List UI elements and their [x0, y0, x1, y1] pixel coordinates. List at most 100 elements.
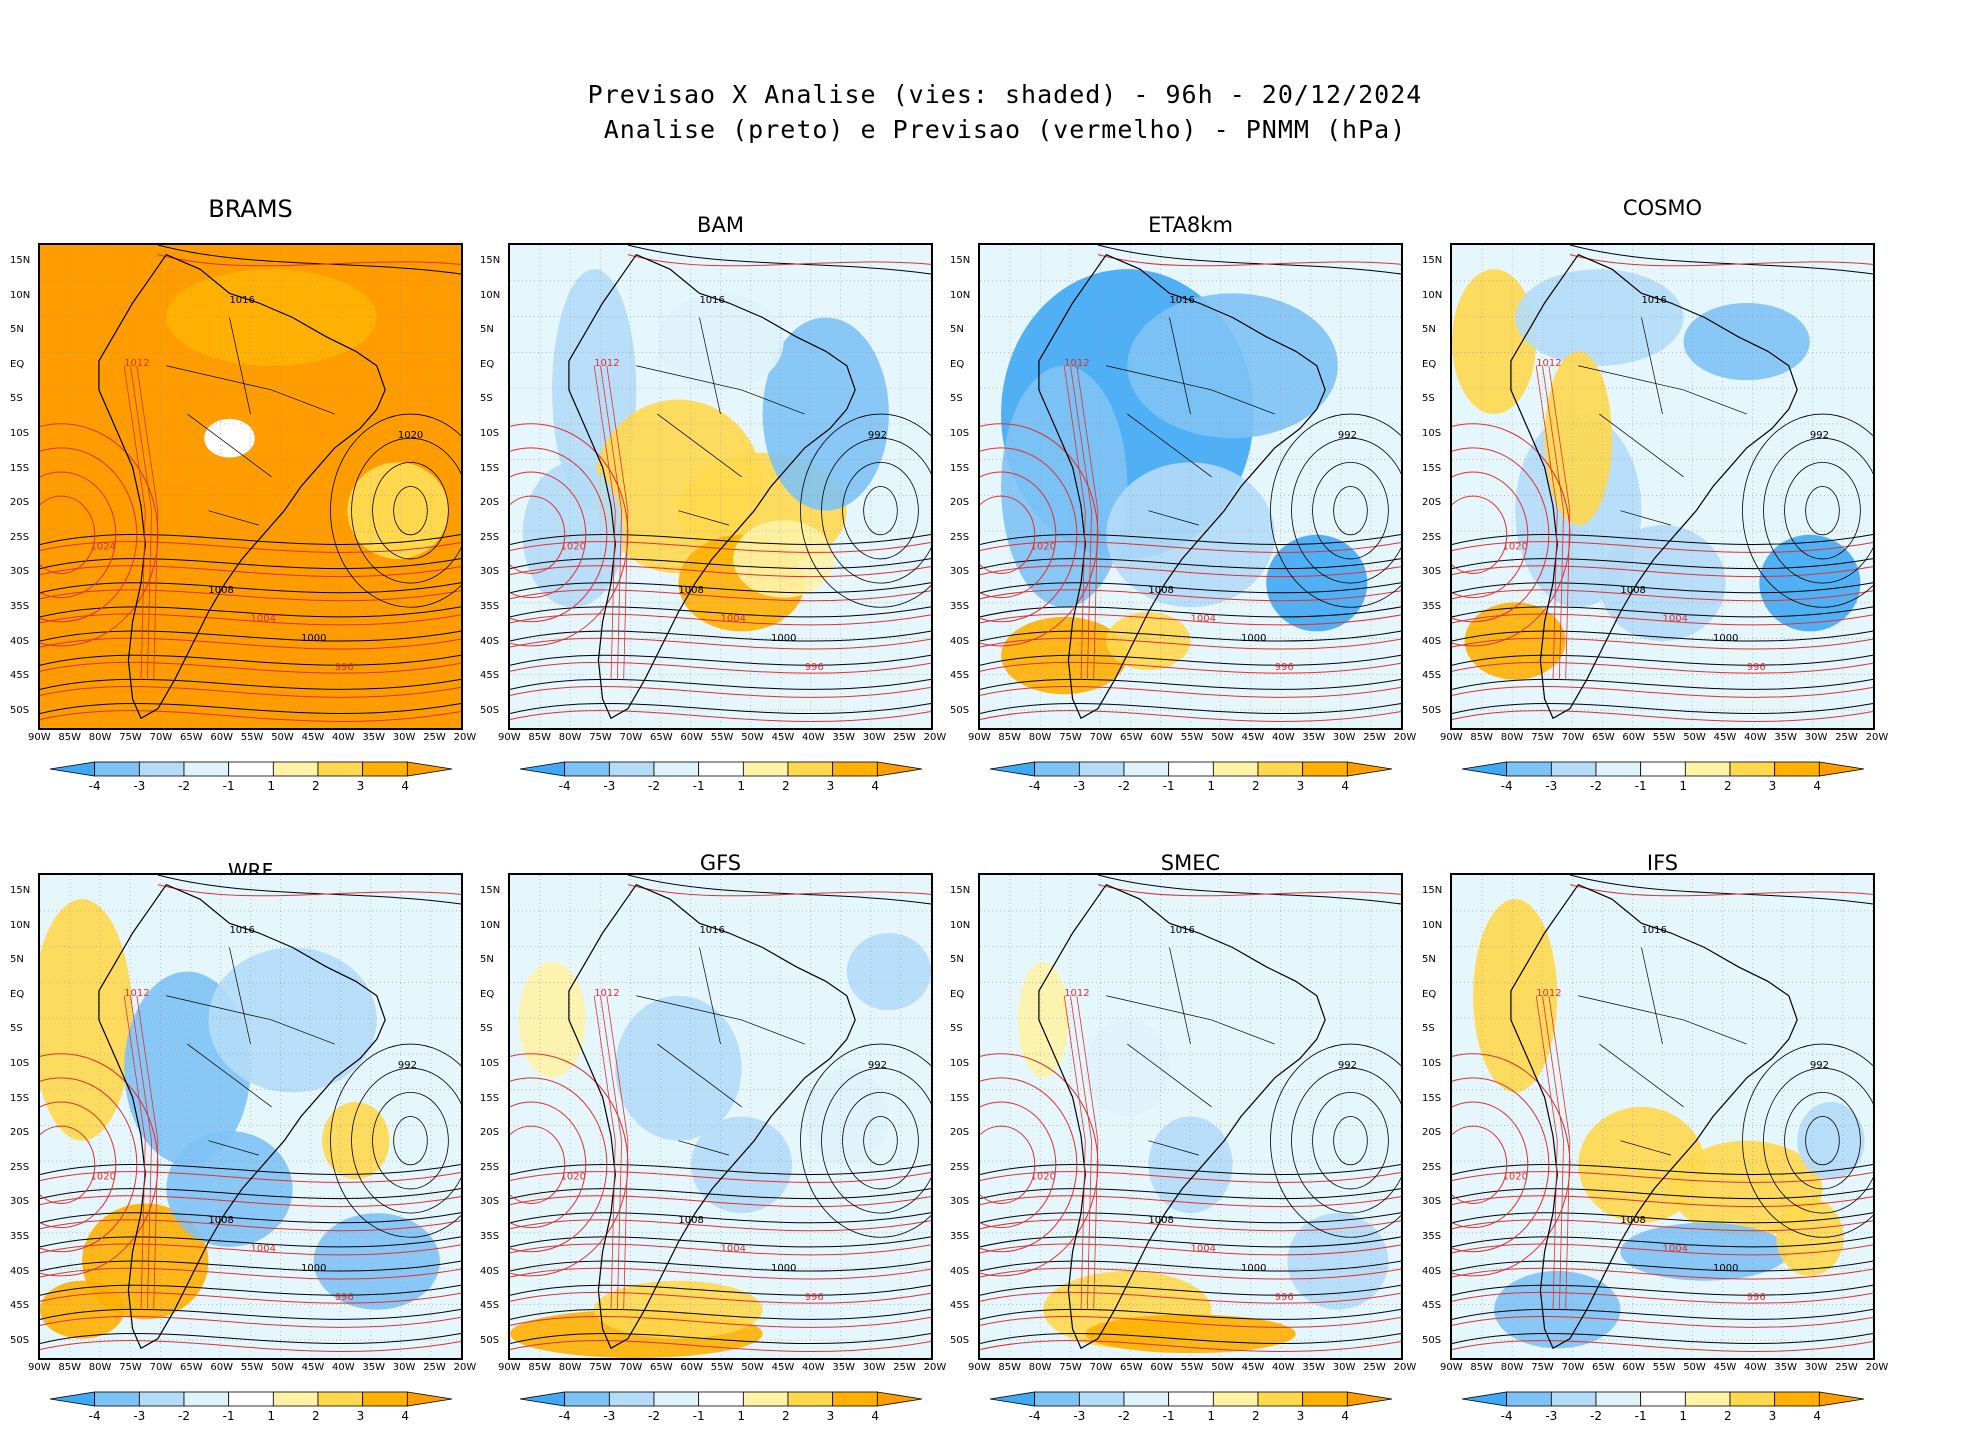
- lon-label: 45W: [301, 732, 325, 743]
- lon-label: 55W: [710, 1362, 734, 1373]
- lon-label: 45W: [301, 1362, 325, 1373]
- coastline: [568, 883, 856, 1350]
- lat-label: 50S: [1422, 1334, 1442, 1346]
- contour-label: 992: [1338, 1060, 1357, 1071]
- colorbar-label: 2: [312, 779, 320, 793]
- lon-label: 60W: [1622, 1362, 1646, 1373]
- colorbar-label: 3: [826, 1409, 835, 1423]
- lon-label: 80W: [1028, 732, 1052, 743]
- lon-label: 40W: [332, 732, 355, 743]
- lat-label: 40S: [480, 635, 500, 647]
- lat-label: 5N: [950, 324, 964, 336]
- contour-label: 1008: [1620, 1215, 1645, 1226]
- lat-label: 25S: [1422, 1161, 1442, 1173]
- lat-label: 30S: [10, 566, 30, 578]
- lon-label: 65W: [1120, 1362, 1143, 1373]
- lon-label: 50W: [1683, 1362, 1706, 1373]
- lat-label: EQ: [480, 358, 495, 370]
- colorbar-label: 4: [401, 1409, 409, 1423]
- lon-label: 85W: [528, 1362, 552, 1373]
- colorbar-ifs: [1462, 1391, 1865, 1407]
- lon-label: 65W: [650, 732, 673, 743]
- contour-label: 1020: [398, 430, 423, 441]
- contour-label: 1016: [1169, 295, 1194, 306]
- contour-label: 1004: [1191, 1244, 1216, 1255]
- colorbar-label: 3: [1768, 779, 1777, 793]
- lon-label: 80W: [88, 732, 112, 743]
- contour-label: 1000: [1241, 633, 1266, 644]
- lon-label: 90W: [28, 1362, 51, 1373]
- panel-title-cosmo: COSMO: [1622, 196, 1703, 220]
- lat-label: 15S: [480, 1092, 500, 1104]
- colorbar-label: 1: [1679, 779, 1687, 793]
- lat-label: 40S: [950, 1265, 970, 1277]
- lon-label: 30W: [392, 732, 416, 743]
- colorbar-label: -2: [1590, 779, 1602, 793]
- lat-label: 20S: [10, 497, 30, 509]
- colorbar-cosmo: [1462, 761, 1865, 777]
- colorbar-label: 1: [267, 1409, 275, 1423]
- lon-label: 50W: [1211, 732, 1234, 743]
- contour-label: 1000: [1713, 1263, 1738, 1274]
- colorbar-label: 2: [312, 1409, 320, 1423]
- contour-label: 1000: [1713, 633, 1738, 644]
- lon-label: 60W: [1150, 732, 1174, 743]
- colorbar-label: -1: [1634, 779, 1647, 793]
- contour-label: 1012: [124, 358, 149, 369]
- contour-label: 996: [805, 1292, 824, 1303]
- colorbar-label: -3: [133, 1409, 146, 1423]
- lon-label: 60W: [1150, 1362, 1174, 1373]
- lon-label: 20W: [1393, 732, 1417, 743]
- lon-label: 45W: [1713, 1362, 1737, 1373]
- lat-label: 5N: [1422, 954, 1436, 966]
- contour-label: 996: [1747, 1292, 1766, 1303]
- lat-label: 5S: [480, 1023, 493, 1035]
- contour-label: 1012: [124, 988, 149, 999]
- colorbar-label: 3: [356, 779, 365, 793]
- contour-label: 1000: [301, 1263, 326, 1274]
- lon-label: 85W: [998, 732, 1022, 743]
- lon-label: 20W: [453, 732, 477, 743]
- lon-label: 40W: [802, 732, 825, 743]
- figure-title-line-1: Previsao X Analise (vies: shaded) - 96h …: [587, 80, 1423, 109]
- lat-label: 5N: [480, 324, 494, 336]
- lat-label: 5N: [10, 324, 24, 336]
- contour-label: 1016: [699, 925, 724, 936]
- contour-label: 1012: [1064, 988, 1089, 999]
- lat-label: 5S: [1422, 1023, 1435, 1035]
- contour-label: 1004: [251, 614, 276, 625]
- lat-label: 35S: [10, 1231, 30, 1242]
- lon-label: 70W: [149, 1362, 173, 1373]
- lat-label: 35S: [950, 601, 970, 612]
- colorbar-label: 3: [356, 1409, 365, 1423]
- lon-label: 35W: [1774, 1362, 1798, 1373]
- lat-label: 15N: [1422, 255, 1443, 266]
- lat-label: 15N: [480, 885, 501, 896]
- coastline: [1510, 883, 1798, 1350]
- lat-label: 25S: [10, 531, 30, 543]
- colorbar-label: -4: [88, 1409, 101, 1423]
- contour-label: 1004: [721, 1244, 746, 1255]
- lon-label: 45W: [1241, 1362, 1265, 1373]
- colorbar-label: -2: [648, 779, 660, 793]
- colorbar-bam: [520, 761, 923, 777]
- contour-label: 1020: [1031, 1171, 1056, 1182]
- colorbar-gfs: [520, 1391, 923, 1407]
- lat-label: 40S: [950, 635, 970, 647]
- lon-label: 85W: [528, 732, 552, 743]
- colorbar-label: 4: [871, 779, 879, 793]
- map-smec: 1016 1012 1008 1004 1000 996 992 1020: [978, 873, 1403, 1360]
- contour-label: 1020: [1503, 541, 1528, 552]
- panel-title-gfs: GFS: [699, 851, 742, 875]
- lon-label: 40W: [332, 1362, 355, 1373]
- lon-label: 65W: [650, 1362, 673, 1373]
- lat-label: 5S: [950, 1023, 963, 1035]
- lon-label: 75W: [1531, 1362, 1554, 1373]
- lat-label: 40S: [10, 635, 30, 647]
- lat-label: 45S: [480, 1300, 500, 1312]
- colorbar-label: -2: [178, 1409, 190, 1423]
- lon-label: 40W: [1744, 732, 1767, 743]
- lat-label: 10N: [950, 919, 971, 931]
- lat-label: 20S: [1422, 497, 1442, 509]
- lat-label: 45S: [1422, 1300, 1442, 1312]
